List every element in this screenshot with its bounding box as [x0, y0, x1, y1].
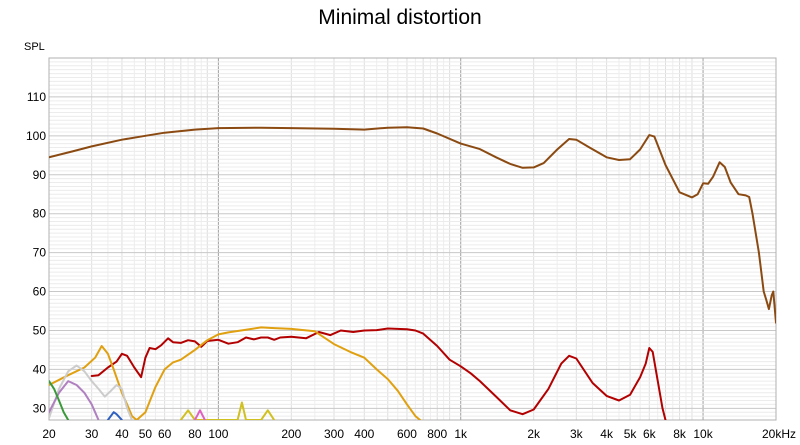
x-tick-label: 5k: [624, 427, 638, 441]
y-tick-label: 30: [33, 401, 47, 415]
y-axis-label: SPL: [24, 41, 45, 53]
x-tick-label: 20: [42, 427, 56, 441]
x-tick-label: 10k: [693, 427, 713, 441]
x-tick-label: 6k: [643, 427, 657, 441]
x-tick-label: 1k: [454, 427, 468, 441]
x-tick-label: 800: [427, 427, 447, 441]
x-tick-label: 40: [115, 427, 129, 441]
y-tick-label: 70: [33, 246, 47, 260]
y-tick-label: 110: [27, 90, 46, 104]
x-tick-label: 30: [85, 427, 99, 441]
x-tick-label: 8k: [673, 427, 687, 441]
x-tick-label: 3k: [570, 427, 584, 441]
series-line-1: [90, 327, 667, 420]
x-tick-label: 600: [397, 427, 417, 441]
series-line-7: [179, 401, 276, 420]
chart-title: Minimal distortion: [318, 6, 482, 29]
y-tick-label: 60: [33, 285, 47, 299]
x-tick-label: 20kHz: [762, 427, 796, 441]
series-line-6: [106, 411, 123, 420]
y-tick-label: 50: [33, 323, 47, 337]
x-tick-label: 200: [281, 427, 301, 441]
x-tick-label: 60: [158, 427, 172, 441]
x-tick-label: 4k: [600, 427, 614, 441]
series-line-5: [49, 380, 70, 420]
x-tick-label: 2k: [527, 427, 541, 441]
series-line-0: [49, 126, 776, 324]
x-tick-label: 100: [208, 427, 228, 441]
x-tick-label: 300: [324, 427, 344, 441]
plot-frame: [48, 57, 777, 421]
x-tick-label: 80: [188, 427, 202, 441]
y-tick-label: 40: [33, 362, 47, 376]
x-tick-label: 50: [139, 427, 153, 441]
series-line-4: [49, 380, 100, 420]
y-tick-label: 90: [33, 168, 47, 182]
x-tick-label: 400: [354, 427, 374, 441]
series-line-3: [49, 364, 133, 420]
y-tick-label: 100: [26, 129, 46, 143]
series-line-2: [49, 326, 422, 420]
series-line-8: [193, 409, 206, 420]
y-tick-label: 80: [33, 207, 47, 221]
